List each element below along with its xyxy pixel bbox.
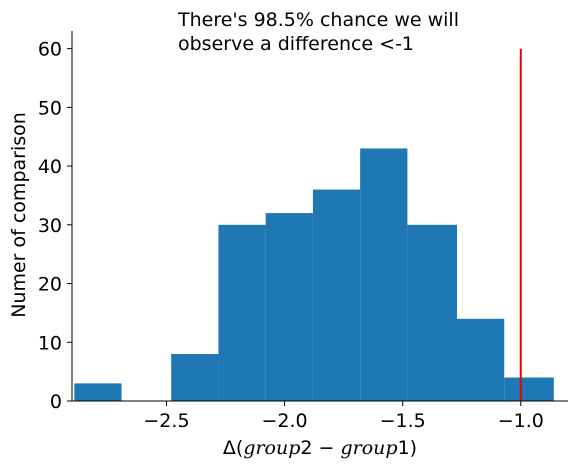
y-tick-label-3: 30 (38, 215, 62, 237)
y-tick-label-1: 10 (38, 332, 62, 354)
annotation-line-2: observe a difference <-1 (178, 33, 414, 55)
x-tick-label-0: −2.5 (143, 410, 189, 432)
y-tick-label-6: 60 (38, 39, 62, 61)
histogram-bar-2 (171, 354, 219, 401)
histogram-bar-5 (312, 189, 361, 401)
y-tick-label-2: 20 (38, 274, 62, 296)
y-axis-label: Numer of comparison (8, 112, 30, 318)
x-tick-label-2: −1.5 (380, 410, 426, 432)
x-axis-label-prefix: Δ( (223, 437, 243, 459)
histogram-bar-0 (74, 383, 122, 401)
x-axis-label-var-1: group (243, 437, 300, 459)
y-tick-label-4: 40 (38, 156, 62, 178)
x-axis-label-var-2: group (341, 437, 398, 459)
y-tick-label-0: 0 (50, 391, 62, 413)
x-tick-label-1: −2.0 (262, 410, 308, 432)
bars-layer (74, 148, 554, 401)
histogram-bar-7 (407, 224, 457, 401)
axes-layer (71, 31, 568, 402)
y-tick-label-5: 50 (38, 97, 62, 119)
histogram-bar-9 (504, 377, 554, 401)
histogram-bar-4 (265, 213, 313, 401)
x-axis-label: Δ(group2 − group1) (223, 437, 417, 459)
annotation-line-1: There's 98.5% chance we will (177, 9, 459, 31)
histogram-bar-3 (218, 224, 266, 401)
ticks-layer: −2.5 −2.0 −1.5 −1.0 0 10 20 30 40 50 60 (38, 39, 544, 432)
x-axis-label-suffix: 1) (398, 437, 418, 459)
x-tick-label-3: −1.0 (498, 410, 544, 432)
histogram-bar-8 (456, 318, 505, 401)
x-axis-label-middle: 2 − (300, 437, 340, 459)
histogram-bar-6 (360, 148, 408, 401)
